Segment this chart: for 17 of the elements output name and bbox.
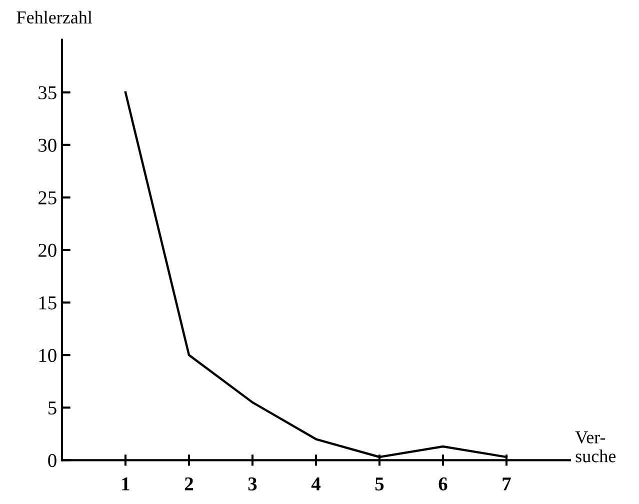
x-tick-label: 1 [122,477,130,490]
y-tick-label: 30 [38,138,56,152]
y-tick-label: 15 [39,296,56,310]
y-tick-label: 20 [38,244,56,257]
x-axis-title: Ver- suche [575,431,616,462]
x-tick-label: 7 [502,478,511,490]
y-axis-title: Fehlerzahl [16,10,92,24]
x-tick-label: 2 [184,477,194,490]
x-tick-label: 6 [438,477,448,491]
x-tick-label: 4 [311,478,320,490]
y-tick-label: 25 [38,191,56,204]
y-tick-label: 35 [38,86,56,100]
y-tick-label: 10 [39,348,56,362]
x-tick-label: 3 [248,477,257,491]
x-tick-label: 5 [375,478,384,491]
y-tick-label: 0 [48,454,56,468]
y-tick-label: 5 [48,402,56,415]
